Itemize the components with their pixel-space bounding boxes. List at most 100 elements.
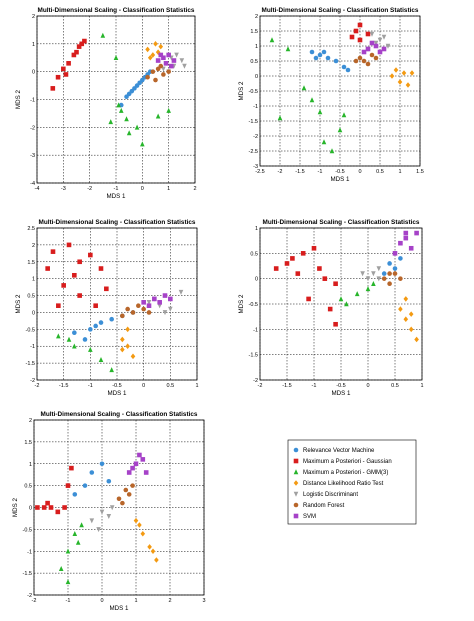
data-point bbox=[158, 43, 164, 50]
y-tick-label: 1 bbox=[255, 226, 258, 232]
data-point bbox=[120, 336, 125, 343]
data-point bbox=[118, 107, 124, 113]
data-point bbox=[365, 31, 371, 37]
data-points bbox=[50, 32, 187, 147]
data-point bbox=[361, 58, 367, 64]
data-point bbox=[99, 461, 105, 467]
data-point bbox=[353, 28, 359, 34]
data-point bbox=[55, 74, 61, 80]
data-point bbox=[147, 544, 152, 550]
data-point bbox=[158, 52, 164, 58]
data-points bbox=[273, 230, 419, 343]
legend-entry-label: Relevance Vector Machine bbox=[303, 448, 375, 454]
data-point bbox=[129, 88, 135, 94]
data-point bbox=[75, 539, 81, 545]
data-point bbox=[126, 130, 132, 136]
legend-marker bbox=[293, 447, 299, 453]
x-tick-label: 1.5 bbox=[416, 169, 424, 175]
legend-marker bbox=[293, 458, 299, 464]
data-point bbox=[357, 55, 363, 61]
y-tick-label: 1 bbox=[32, 277, 35, 283]
data-point bbox=[65, 579, 71, 585]
data-point bbox=[295, 271, 301, 276]
chart-title: Multi-Dimensional Scaling - Classificati… bbox=[263, 219, 420, 226]
legend: Relevance Vector Machine Maximum a Poster… bbox=[287, 439, 417, 525]
data-point bbox=[360, 271, 365, 277]
y-tick-label: 2 bbox=[255, 14, 258, 20]
data-point bbox=[150, 69, 156, 74]
data-point bbox=[74, 49, 79, 55]
data-point bbox=[62, 505, 67, 510]
data-point bbox=[157, 300, 162, 305]
data-point bbox=[50, 86, 56, 91]
chart-panel-2: -2.5 -2 -1.5 -1 -0.5 0 0.5 1 1.5-3-2.5-2-1.5-1-0… bbox=[238, 7, 424, 183]
data-points bbox=[35, 452, 159, 585]
data-point bbox=[134, 124, 140, 130]
y-tick-label: -1.5 bbox=[249, 119, 258, 125]
data-point bbox=[182, 63, 187, 69]
legend-marker bbox=[293, 480, 299, 486]
data-point bbox=[163, 61, 169, 66]
data-point bbox=[333, 58, 339, 64]
y-axis-label: MDS 2 bbox=[12, 497, 19, 516]
legend-entry-label: SVM bbox=[303, 514, 316, 520]
data-point bbox=[109, 367, 114, 373]
x-tick-label: -3 bbox=[61, 186, 66, 192]
data-point bbox=[82, 337, 88, 342]
data-point bbox=[369, 52, 375, 58]
data-point bbox=[137, 452, 142, 458]
data-point bbox=[141, 306, 146, 312]
data-point bbox=[65, 483, 71, 488]
x-tick-label: -1 bbox=[114, 186, 119, 192]
y-axis-label: MDS 2 bbox=[238, 81, 245, 100]
x-tick-label: -0.5 bbox=[335, 169, 344, 175]
legend-box bbox=[287, 439, 417, 525]
y-tick-label: -1 bbox=[253, 327, 258, 333]
data-point bbox=[168, 306, 173, 312]
data-point bbox=[376, 276, 382, 282]
x-axis-label: MDS 1 bbox=[107, 193, 126, 200]
x-tick-label: 0.5 bbox=[391, 383, 399, 389]
legend-entry-label: Maximum a Posteriori - Gaussian bbox=[303, 459, 392, 465]
data-point bbox=[35, 505, 40, 510]
data-point bbox=[98, 266, 104, 271]
data-point bbox=[133, 517, 139, 524]
data-point bbox=[56, 333, 61, 339]
y-tick-label: -3 bbox=[30, 153, 35, 159]
x-tick-label: 1 bbox=[134, 598, 137, 604]
data-point bbox=[381, 34, 387, 40]
y-tick-label: -2.5 bbox=[249, 149, 258, 155]
data-point bbox=[392, 251, 398, 256]
data-point bbox=[357, 37, 363, 43]
data-point bbox=[405, 82, 411, 88]
x-tick-label: -2 bbox=[258, 383, 263, 389]
y-tick-label: 0 bbox=[255, 74, 258, 80]
data-point bbox=[145, 46, 150, 53]
data-point bbox=[45, 500, 50, 506]
x-tick-label: -1 bbox=[88, 383, 93, 389]
data-point bbox=[77, 259, 82, 265]
data-point bbox=[125, 326, 130, 333]
data-point bbox=[137, 522, 142, 528]
x-tick-label: -2.5 bbox=[255, 169, 264, 175]
x-tick-label: -2 bbox=[35, 383, 40, 389]
data-point bbox=[373, 43, 379, 49]
data-point bbox=[61, 66, 66, 72]
data-point bbox=[277, 115, 283, 121]
data-point bbox=[72, 272, 77, 278]
data-point bbox=[166, 52, 171, 58]
y-tick-label: 1 bbox=[29, 462, 32, 468]
data-point bbox=[82, 38, 87, 44]
data-point bbox=[120, 346, 125, 353]
data-point bbox=[140, 77, 145, 83]
data-point bbox=[48, 505, 54, 510]
data-point bbox=[136, 303, 141, 308]
chart-title: Multi-Dimensional Scaling - Classificati… bbox=[38, 7, 195, 14]
data-point bbox=[365, 61, 371, 67]
data-point bbox=[130, 465, 135, 471]
y-tick-label: -1.5 bbox=[23, 571, 32, 577]
data-point bbox=[309, 49, 315, 55]
data-point bbox=[79, 522, 84, 528]
data-point bbox=[381, 271, 387, 276]
data-point bbox=[140, 141, 145, 147]
